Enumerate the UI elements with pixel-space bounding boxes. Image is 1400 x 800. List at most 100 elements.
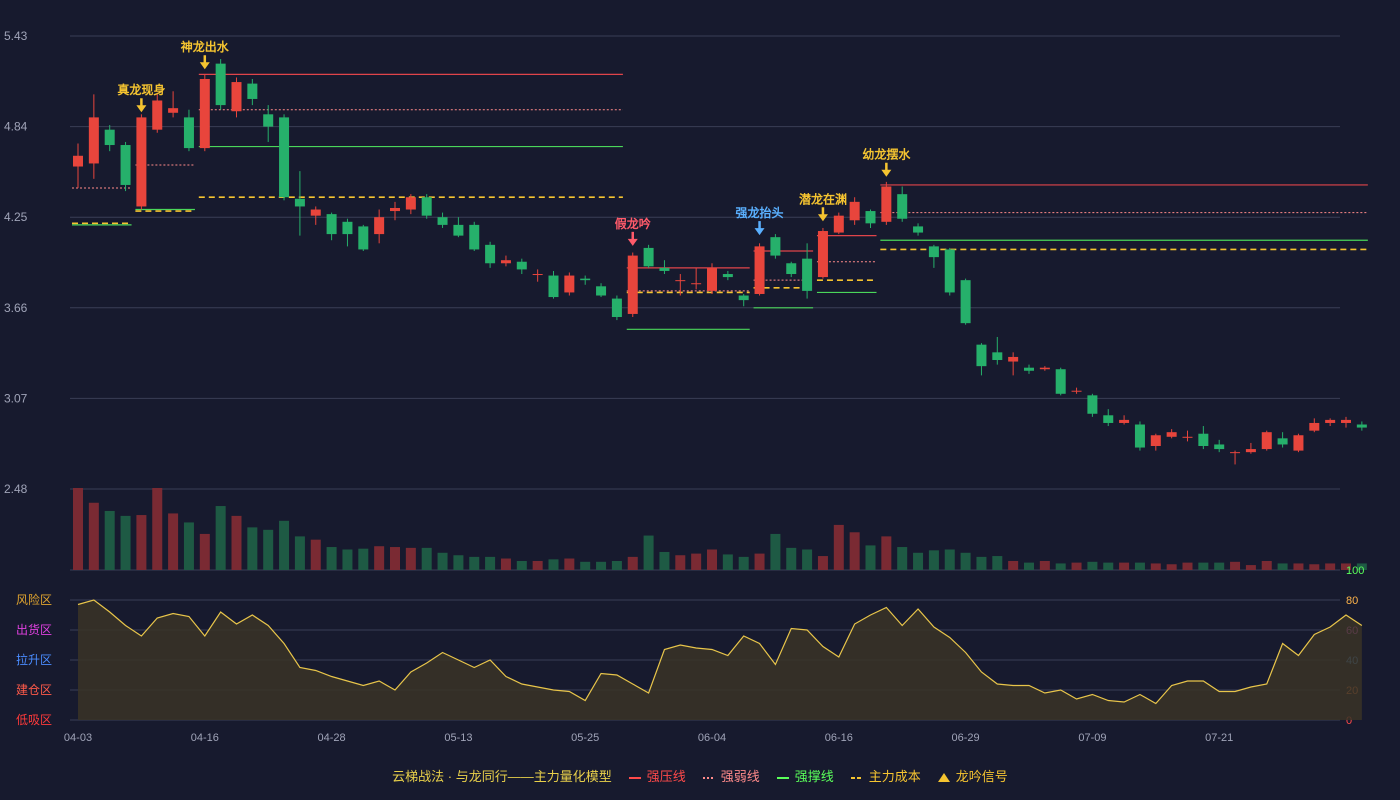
volume-bar [1119, 562, 1130, 570]
osc-zone-label: 拉升区 [16, 652, 52, 667]
signal-label: 真龙现身 [117, 82, 165, 97]
price-tick-label: 5.43 [4, 29, 28, 43]
price-tick-label: 4.25 [4, 210, 28, 224]
osc-line [77, 599, 1363, 705]
volume-bar [310, 539, 321, 570]
volume-bar [183, 522, 194, 570]
candle-body [120, 145, 131, 185]
candle-body [231, 82, 242, 112]
candle-body [516, 261, 527, 270]
volume-bar [1008, 560, 1019, 570]
volume-bar [596, 561, 607, 570]
grid [70, 35, 1340, 721]
volume-bar [1087, 561, 1098, 570]
volume-bar [532, 560, 543, 570]
volume-bar [279, 520, 290, 570]
candle-body [802, 258, 813, 291]
volume-bar [437, 552, 448, 570]
candle-body [358, 226, 369, 250]
candle-body [770, 237, 781, 256]
volume-bar [944, 549, 955, 570]
volume-bar [88, 502, 99, 570]
candle-body [342, 221, 353, 235]
candle-body [500, 260, 511, 264]
date-tick-label: 06-04 [698, 732, 726, 744]
candle-body [849, 201, 860, 221]
volume-bar [1341, 563, 1351, 570]
price-tick-label: 2.48 [4, 482, 28, 496]
volume-bar [770, 533, 781, 570]
volume-bar [1356, 563, 1367, 570]
candle-body [1103, 415, 1114, 423]
volume-bar [390, 547, 400, 570]
volume-bar [1293, 563, 1304, 570]
volume-bar [1182, 562, 1193, 570]
candle-body [1277, 438, 1288, 445]
candle-body [532, 274, 543, 276]
candle-body [1166, 432, 1177, 437]
candle-body [183, 117, 194, 149]
candle-body [643, 247, 654, 267]
candle-body [659, 267, 670, 271]
signal-label: 幼龙摆水 [862, 147, 911, 162]
candle-body [374, 217, 385, 235]
date-tick-label: 06-29 [952, 732, 980, 744]
price-axis: 5.43 4.84 4.25 3.66 3.07 2.48 [4, 29, 28, 496]
candle-body [263, 114, 274, 127]
volume-bar [976, 556, 987, 570]
volume-bar [1198, 562, 1209, 570]
candle-body [928, 246, 939, 258]
legend-label: 主力成本 [868, 769, 921, 784]
legend-label: 强压线 [646, 769, 686, 784]
volume-bar [469, 556, 480, 570]
volume-bar [485, 556, 496, 570]
candle-body [786, 263, 797, 275]
volume-bar [611, 560, 622, 570]
volume-bar [1277, 563, 1288, 570]
candle-body [199, 78, 210, 149]
signal-arrow-head [881, 169, 892, 177]
signal-arrow-head [136, 105, 147, 113]
volume-bar [738, 556, 749, 570]
signal-arrow-head [627, 238, 638, 246]
date-tick-label: 04-28 [318, 732, 346, 744]
candle-body [1198, 433, 1209, 447]
volume-bar [722, 554, 733, 570]
candle-body [944, 249, 955, 293]
candle-body [1134, 424, 1145, 448]
volume-bar [1039, 560, 1050, 570]
volume-bar [1261, 560, 1272, 570]
volume-bar [1309, 564, 1320, 570]
volume-bar [405, 547, 416, 570]
candles [73, 59, 1367, 465]
date-tick-label: 07-21 [1205, 732, 1233, 744]
candle-body [1087, 395, 1098, 414]
legend-label: 云梯战法 · 与龙同行——主力量化模型 [392, 769, 612, 784]
volume-bar [199, 533, 210, 570]
oscillator-panel: 100806040200风险区出货区拉升区建仓区低吸区 [16, 565, 1364, 727]
candle-body [1309, 422, 1320, 431]
date-tick-label: 04-16 [191, 732, 219, 744]
signal-arrow-head [754, 228, 765, 236]
candle-body [1182, 436, 1193, 438]
volume-bar [120, 515, 131, 570]
volume-bar [358, 548, 369, 570]
candle-body [738, 295, 749, 301]
volume-bar [960, 552, 971, 570]
volume-bar [263, 529, 274, 570]
candle-body [976, 344, 987, 367]
osc-right-tick: 80 [1346, 595, 1358, 607]
candle-body [326, 214, 337, 235]
volume-bar [928, 550, 939, 570]
legend-item: 强压线 [628, 766, 686, 785]
price-tick-label: 3.66 [4, 301, 28, 315]
date-tick-label: 05-13 [444, 732, 472, 744]
price-tick-label: 3.07 [4, 391, 28, 405]
volume-bar [1071, 562, 1082, 570]
volume-bar [1245, 565, 1256, 570]
legend-label: 龙吟信号 [955, 769, 1008, 784]
level-lines [72, 73, 1368, 330]
volume-bar [643, 535, 654, 570]
candle-body [152, 100, 163, 130]
candle-body [1356, 424, 1367, 428]
